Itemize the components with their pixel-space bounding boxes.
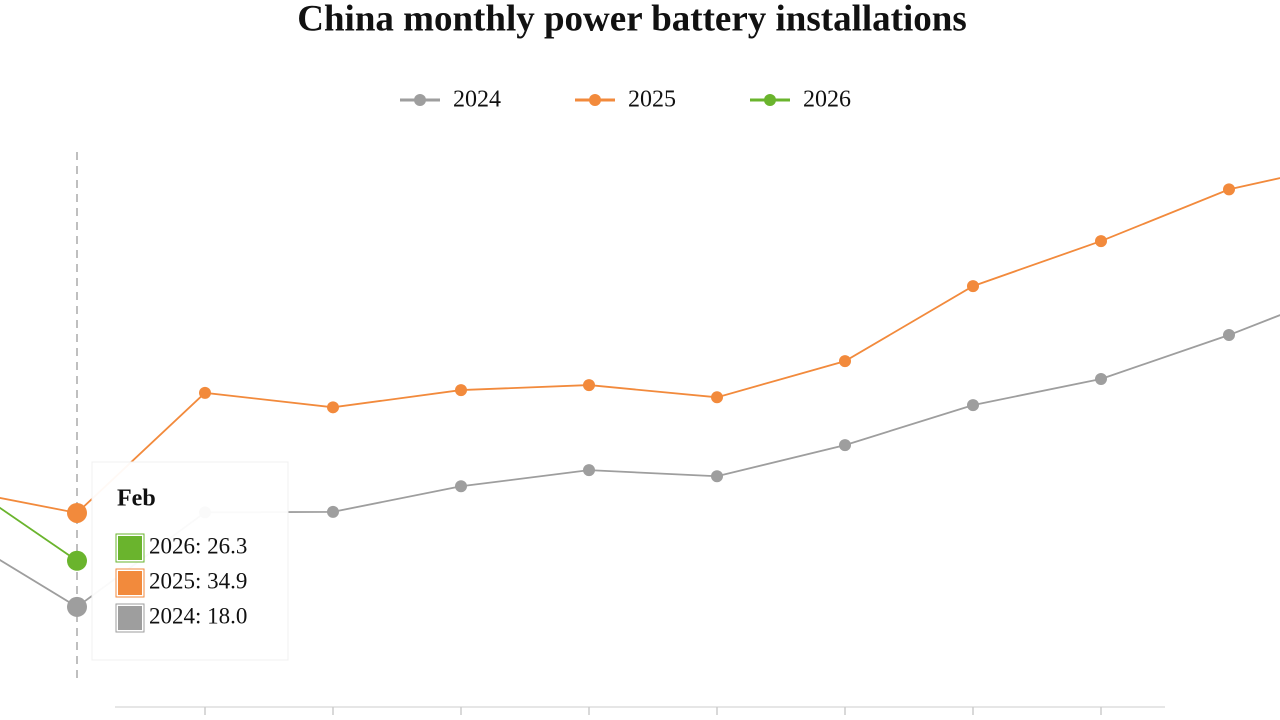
series-point	[67, 550, 87, 571]
series-point	[67, 502, 87, 523]
tooltip-title: Feb	[117, 486, 156, 512]
tooltip-entry: 2024: 18.0	[149, 603, 247, 628]
series-line	[0, 177, 1280, 514]
series-point	[455, 480, 467, 493]
tooltip-swatch-border	[115, 533, 145, 563]
series-point	[711, 391, 723, 404]
series-point	[1095, 235, 1107, 248]
tooltip-swatch	[116, 569, 144, 597]
tooltip-entry: 2025: 34.9	[149, 568, 247, 593]
legend-label: 2024	[453, 87, 501, 113]
series-point	[1223, 183, 1235, 196]
legend-swatch-dot	[414, 94, 426, 106]
series-point	[327, 505, 339, 518]
legend-label: 2025	[628, 87, 676, 113]
series-point	[583, 464, 595, 477]
tooltip-entry: 2026: 26.3	[149, 533, 247, 558]
series-point	[711, 470, 723, 483]
tooltip-swatch-border	[115, 568, 145, 598]
series-point	[1095, 372, 1107, 385]
series-point	[583, 379, 595, 392]
tooltip-swatch	[116, 534, 144, 562]
series-point	[839, 439, 851, 452]
series-point	[327, 401, 339, 414]
chart-title: China monthly power battery installation…	[297, 0, 967, 39]
series-point	[967, 399, 979, 412]
legend-swatch-dot	[589, 94, 601, 106]
tooltip-swatch-border	[115, 603, 145, 633]
series-line	[0, 506, 78, 562]
legend: 2024 2025 2026	[400, 87, 851, 113]
legend-label: 2026	[803, 87, 851, 113]
series-point	[67, 596, 87, 617]
tooltip: Feb 2026: 26.3 2025: 34.9 2024: 18.0	[91, 461, 289, 661]
legend-swatch-dot	[764, 94, 776, 106]
series-point	[1223, 329, 1235, 342]
series-point	[455, 384, 467, 397]
series-point	[967, 280, 979, 293]
tooltip-swatch	[116, 604, 144, 632]
series-point	[839, 355, 851, 368]
series-point	[199, 386, 211, 399]
